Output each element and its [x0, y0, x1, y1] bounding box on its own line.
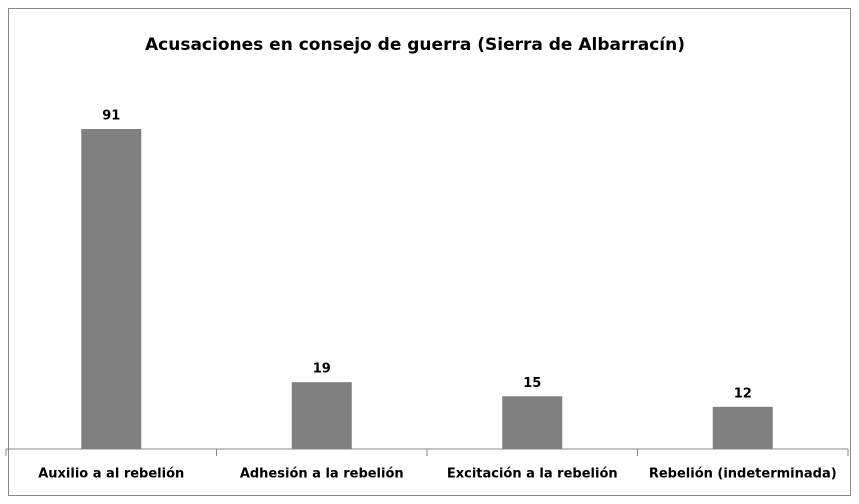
x-tick-label: Rebelión (indeterminada)	[649, 467, 837, 482]
x-tick-label: Excitación a la rebelión	[447, 467, 618, 482]
data-label: 12	[734, 386, 752, 401]
bar	[712, 406, 773, 449]
bar	[291, 382, 352, 449]
bar	[81, 129, 142, 449]
data-label: 91	[102, 109, 120, 124]
data-label: 19	[313, 362, 331, 377]
x-tick-label: Adhesión a la rebelión	[240, 467, 404, 482]
data-label: 15	[523, 376, 541, 391]
chart-title: Acusaciones en consejo de guerra (Sierra…	[145, 35, 685, 55]
x-tick-label: Auxilio a al rebelión	[38, 467, 184, 482]
chart-border	[8, 8, 851, 496]
bar	[502, 396, 563, 449]
